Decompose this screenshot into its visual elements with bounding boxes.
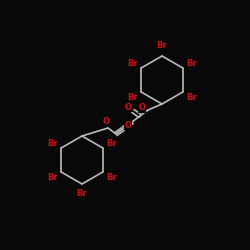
Text: Br: Br — [47, 138, 58, 147]
Text: O: O — [102, 118, 110, 126]
Text: Br: Br — [106, 138, 117, 147]
Text: Br: Br — [186, 58, 197, 68]
Text: Br: Br — [77, 190, 87, 198]
Text: Br: Br — [127, 92, 138, 102]
Text: Br: Br — [186, 92, 197, 102]
Text: Br: Br — [157, 42, 167, 50]
Text: Br: Br — [106, 172, 117, 182]
Text: Br: Br — [47, 172, 58, 182]
Text: O: O — [124, 120, 132, 130]
Text: O: O — [124, 102, 132, 112]
Text: O: O — [138, 104, 145, 112]
Text: Br: Br — [127, 58, 138, 68]
